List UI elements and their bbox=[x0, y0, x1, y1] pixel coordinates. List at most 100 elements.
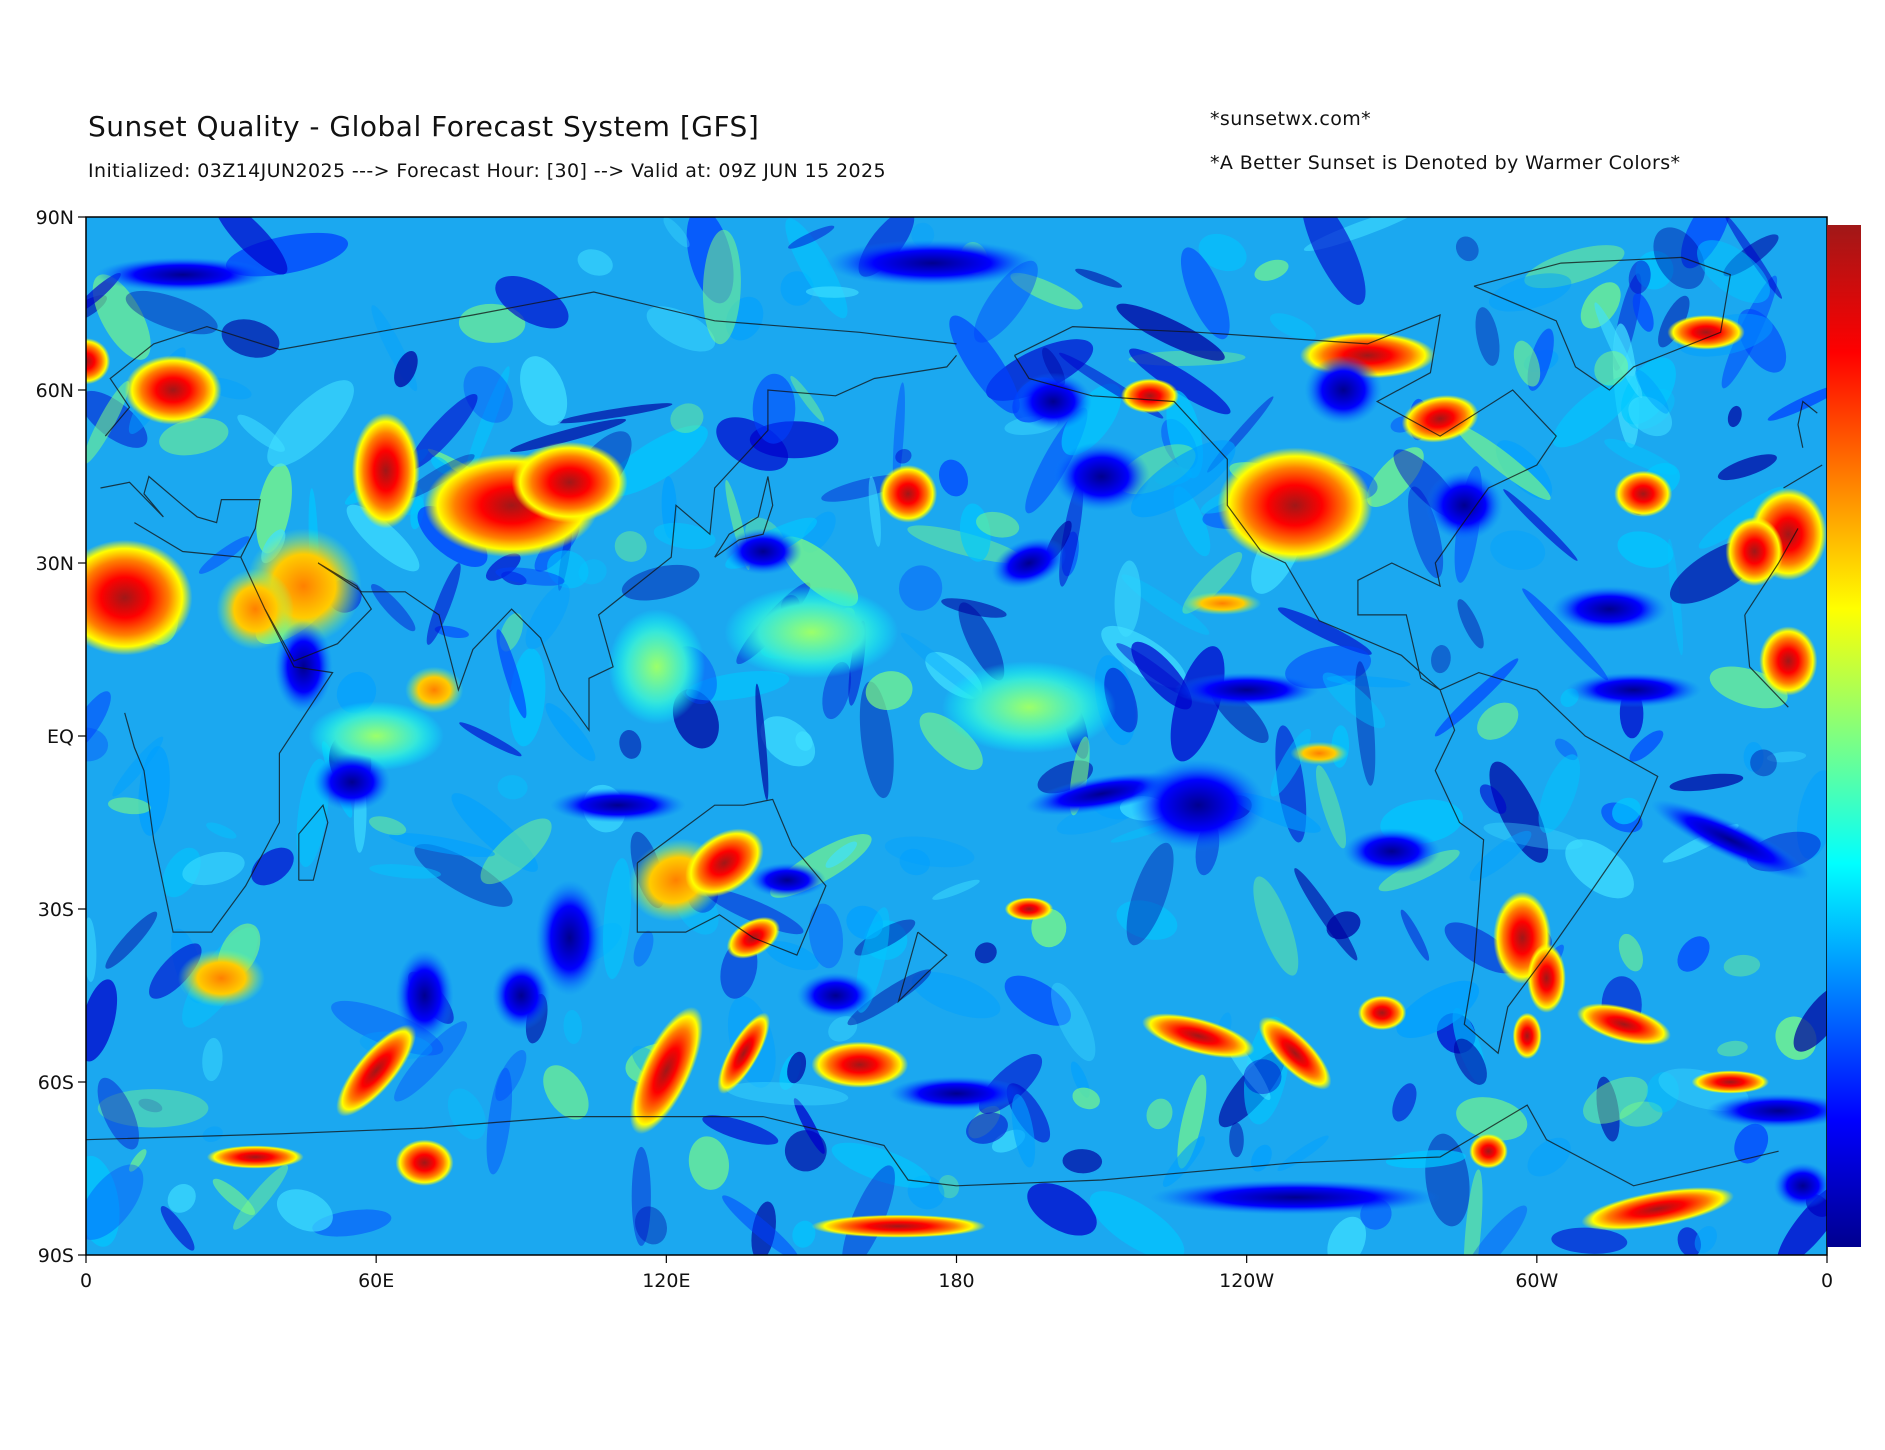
field-texture-patch bbox=[212, 1178, 256, 1216]
field-feature-mild bbox=[308, 701, 444, 771]
field-texture-patch bbox=[1538, 754, 1581, 834]
field-texture-patch bbox=[1463, 1169, 1483, 1255]
field-texture-patch bbox=[828, 1016, 858, 1042]
field-texture-patch bbox=[1129, 348, 1231, 415]
field-texture-patch bbox=[1750, 749, 1777, 777]
coastline bbox=[1434, 671, 1659, 1055]
field-texture-patch bbox=[525, 583, 570, 650]
field-texture-patch bbox=[1431, 645, 1451, 674]
field-texture-patch bbox=[1513, 340, 1541, 387]
field-texture-patch bbox=[1251, 1144, 1272, 1172]
field-texture-patch bbox=[1061, 383, 1122, 456]
field-feature-hot bbox=[879, 465, 938, 523]
field-feature-hot bbox=[1142, 1013, 1255, 1059]
field-texture-patch bbox=[702, 1115, 779, 1145]
field-feature-cold bbox=[492, 960, 551, 1031]
field-feature-hot bbox=[1691, 1070, 1770, 1094]
lat-tick-label: 60S bbox=[38, 1072, 74, 1094]
field-texture-patch bbox=[1522, 588, 1609, 681]
field-texture-patch bbox=[509, 418, 627, 452]
field-texture-patch bbox=[974, 942, 997, 964]
field-texture-patch bbox=[619, 729, 642, 759]
field-texture-patch bbox=[621, 564, 700, 601]
field-texture bbox=[86, 217, 1827, 1255]
field-texture-patch bbox=[1565, 839, 1634, 899]
field-feature-cold bbox=[1130, 759, 1267, 852]
field-texture-patch bbox=[389, 832, 495, 858]
field-texture-patch bbox=[1396, 980, 1480, 1038]
field-texture-patch bbox=[97, 1077, 139, 1150]
field-texture-patch bbox=[1455, 425, 1551, 500]
field-texture-patch bbox=[1717, 1040, 1748, 1057]
field-texture-patch bbox=[138, 746, 170, 836]
field-texture-patch bbox=[702, 229, 741, 345]
field-texture-patch bbox=[919, 712, 983, 770]
field-texture-patch bbox=[1503, 489, 1578, 561]
field-texture-patch bbox=[1717, 454, 1777, 481]
map-subtitle: Initialized: 03Z14JUN2025 ---> Forecast … bbox=[88, 160, 886, 182]
field-texture-patch bbox=[1400, 909, 1430, 961]
field-texture-patch bbox=[182, 851, 245, 886]
field-texture-patch bbox=[1723, 954, 1761, 977]
field-texture-patch bbox=[563, 1009, 583, 1045]
field-texture-patch bbox=[805, 286, 859, 298]
field-texture-patch bbox=[898, 565, 943, 611]
field-texture-patch bbox=[792, 1220, 816, 1248]
lat-tick-label: 90N bbox=[36, 207, 74, 229]
field-texture-patch bbox=[1489, 273, 1572, 312]
field-feature-cold bbox=[1343, 828, 1441, 875]
field-feature-hot bbox=[1258, 1016, 1332, 1090]
field-texture-patch bbox=[1229, 1122, 1244, 1158]
field-texture-patch bbox=[1604, 438, 1678, 475]
field-texture-patch bbox=[1270, 313, 1316, 341]
field-texture-patch bbox=[1477, 702, 1519, 740]
field-texture-patch bbox=[1628, 396, 1673, 437]
field-feature-hot bbox=[124, 355, 222, 425]
field-texture-patch bbox=[1456, 1097, 1528, 1141]
field-feature-warm bbox=[405, 666, 464, 714]
field-texture-patch bbox=[859, 681, 894, 799]
field-texture-patch bbox=[1180, 247, 1230, 340]
field-texture-patch bbox=[1378, 849, 1460, 892]
field-texture-patch bbox=[394, 351, 418, 388]
field-texture-patch bbox=[1479, 784, 1507, 814]
field-texture-patch bbox=[520, 356, 568, 426]
field-texture-patch bbox=[1617, 531, 1674, 568]
source-credit: *sunsetwx.com* bbox=[1210, 108, 1372, 130]
field-texture-patch bbox=[1618, 933, 1643, 972]
field-texture-patch bbox=[1551, 1227, 1628, 1254]
field-texture-patch bbox=[973, 260, 1038, 343]
field-texture-patch bbox=[1253, 876, 1299, 976]
field-texture-patch bbox=[497, 775, 528, 800]
field-texture-patch bbox=[1677, 1227, 1701, 1255]
field-feature-cold bbox=[1706, 1093, 1827, 1129]
field-feature-hot bbox=[511, 441, 628, 523]
field-texture-patch bbox=[1767, 383, 1827, 421]
field-texture-patch bbox=[251, 847, 294, 886]
field-texture-patch bbox=[688, 1136, 730, 1190]
field-texture-patch bbox=[1777, 1182, 1827, 1255]
field-texture-patch bbox=[938, 459, 969, 497]
field-texture-patch bbox=[1583, 1076, 1649, 1124]
lat-tick-label: 30N bbox=[36, 553, 74, 575]
field-texture-patch bbox=[485, 553, 521, 581]
field-feature-hot bbox=[629, 1006, 703, 1135]
field-texture-patch bbox=[1146, 1098, 1173, 1130]
field-texture-patch bbox=[760, 716, 816, 767]
coastline bbox=[714, 476, 774, 558]
field-texture-patch bbox=[509, 648, 546, 747]
field-feature-hot bbox=[1581, 1187, 1734, 1231]
field-texture-patch bbox=[480, 818, 552, 885]
coastline bbox=[897, 931, 948, 1004]
field-texture-patch bbox=[1669, 773, 1744, 792]
field-feature-mild bbox=[724, 586, 899, 679]
field-texture-patch bbox=[1198, 233, 1247, 272]
field-texture-patch bbox=[704, 888, 804, 935]
field-texture-patch bbox=[447, 1088, 486, 1140]
field-feature-hot bbox=[1512, 1012, 1542, 1059]
field-texture-patch bbox=[1694, 1225, 1717, 1254]
field-texture-patch bbox=[1010, 272, 1083, 310]
field-texture-patch bbox=[1457, 599, 1484, 649]
field-texture-patch bbox=[1116, 303, 1225, 361]
